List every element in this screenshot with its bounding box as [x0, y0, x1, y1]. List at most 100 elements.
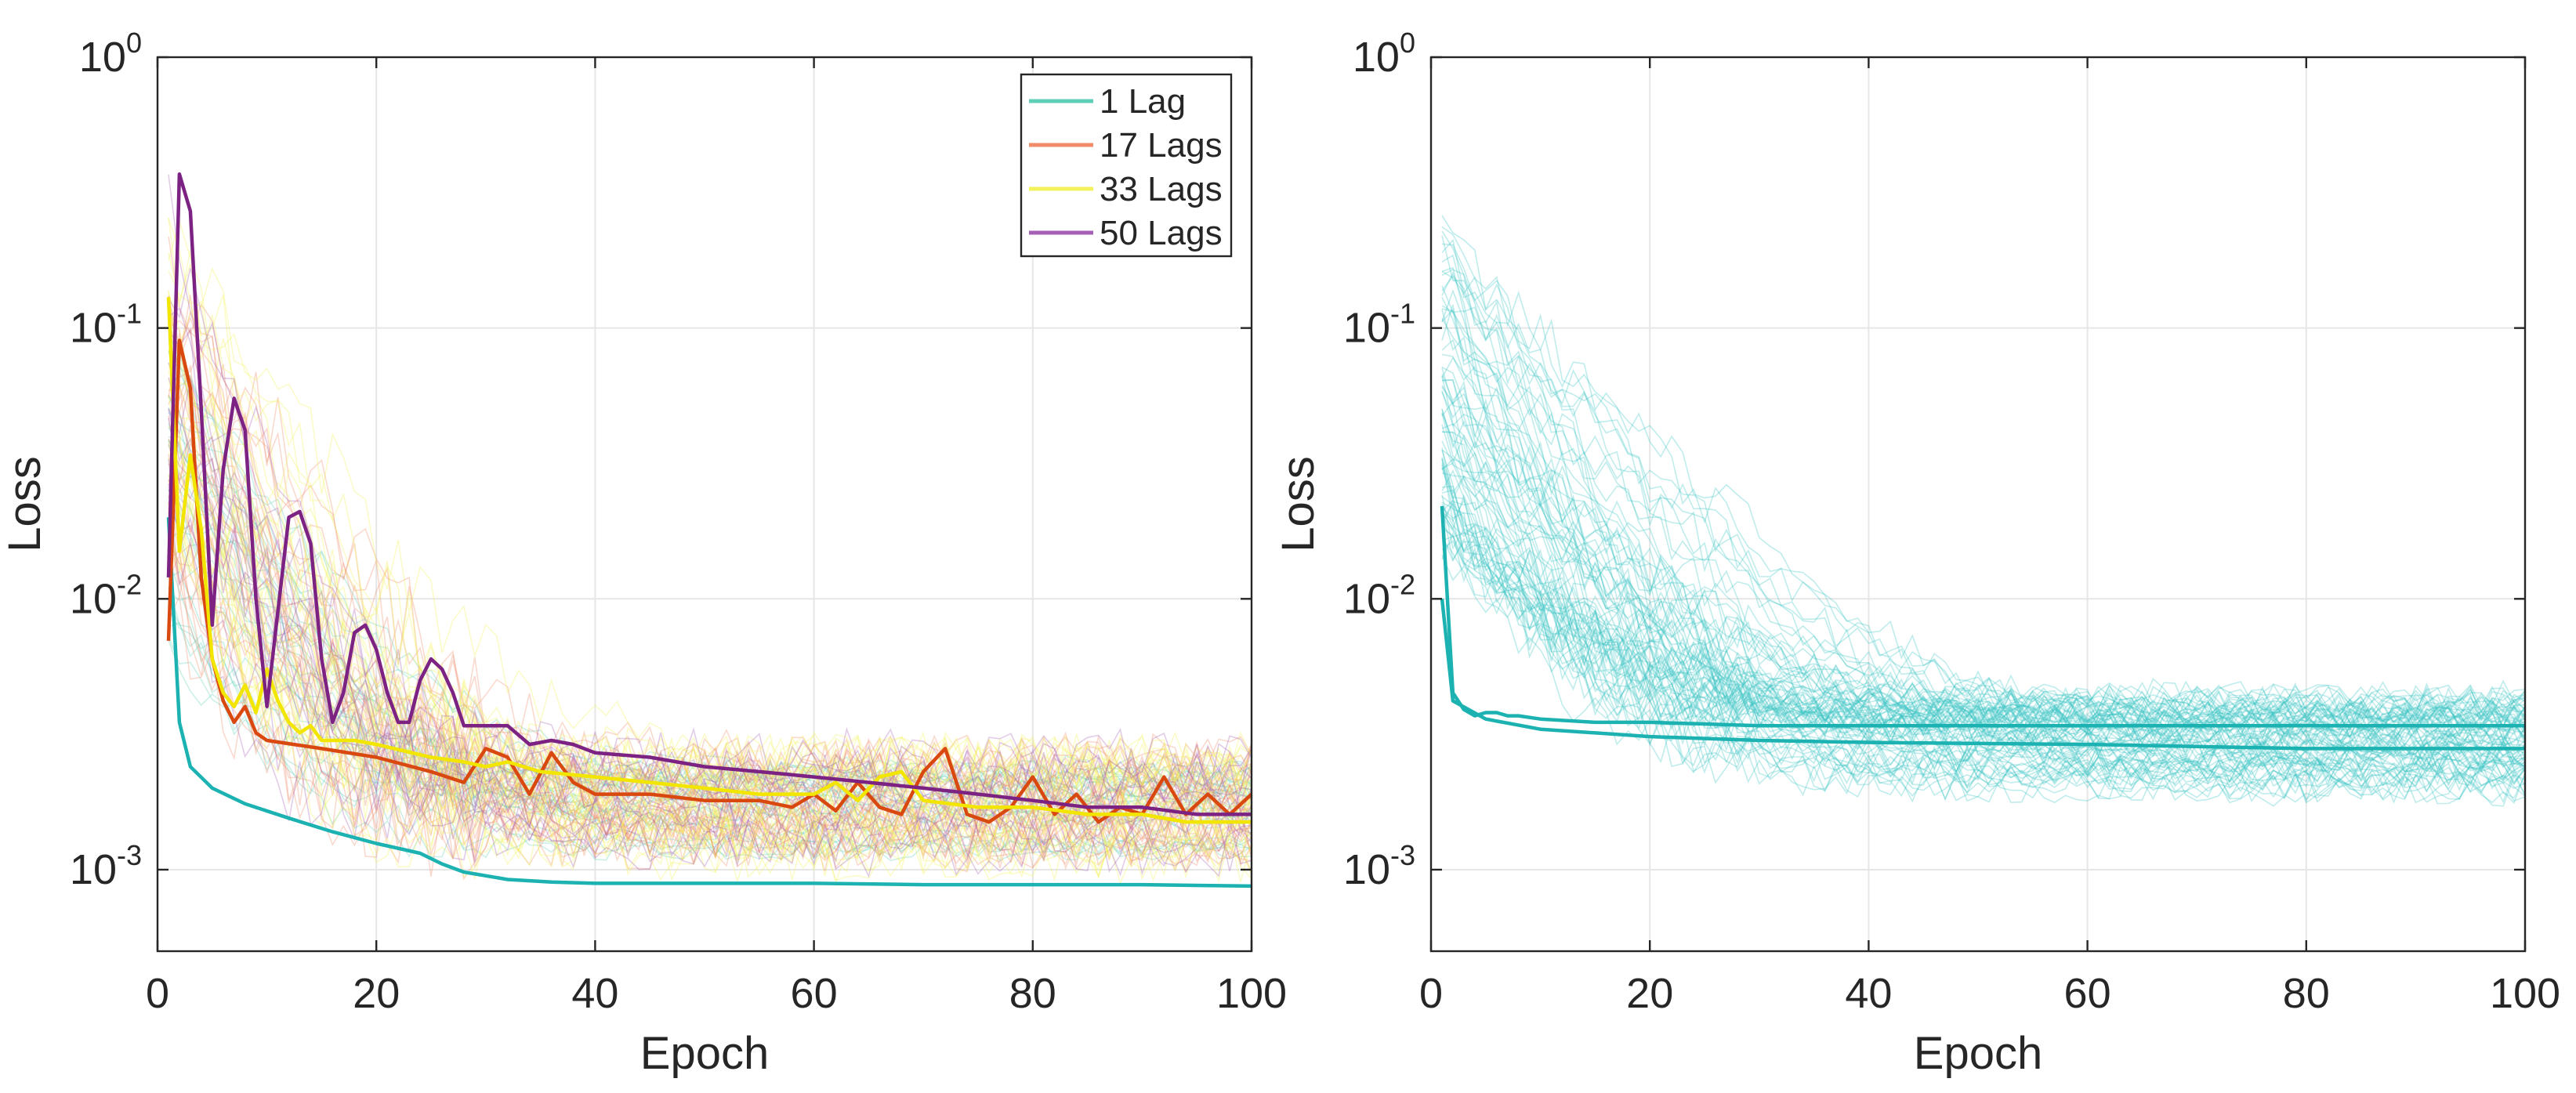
faint-run-line [168, 444, 1252, 799]
x-tick-label: 80 [1009, 970, 1056, 1017]
left-x-axis-title: Epoch [640, 1028, 769, 1079]
faint-run-line [1441, 373, 2526, 789]
faint-run-line [1441, 353, 2526, 773]
series-line-3 [166, 172, 1252, 816]
y-tick-label: 100 [1353, 27, 1415, 81]
faint-run-line [168, 295, 1252, 832]
series-line-0 [166, 517, 1252, 889]
faint-run-line [168, 412, 1252, 855]
faint-run-line [1441, 304, 2526, 765]
faint-run-line [168, 489, 1252, 791]
faint-run-line [168, 479, 1252, 851]
faint-run-line [1441, 535, 2526, 742]
faint-run-line [1441, 308, 2526, 753]
faint-run-line [1441, 540, 2526, 754]
faint-run-line [168, 609, 1252, 786]
faint-run-line [168, 537, 1252, 848]
faint-run-line [1441, 238, 2526, 802]
faint-run-line [168, 423, 1252, 838]
faint-run-line [1441, 472, 2526, 723]
y-tick-label: 10-1 [70, 298, 142, 352]
x-tick-label: 100 [2490, 970, 2560, 1017]
faint-run-line [1441, 494, 2526, 789]
faint-run-line [1441, 511, 2526, 731]
faint-run-line [1441, 235, 2526, 786]
faint-run-line [168, 418, 1252, 841]
faint-run-line [168, 291, 1252, 794]
faint-run-line [1441, 379, 2526, 794]
right-x-tick-labels: 0 20 40 60 80 100 [1419, 970, 2560, 1017]
faint-run-line [168, 268, 1252, 878]
faint-run-line [168, 483, 1252, 845]
faint-run-line [168, 553, 1252, 872]
faint-run-line [168, 466, 1252, 788]
faint-run-line [168, 501, 1252, 861]
faint-run-line [168, 350, 1252, 785]
series-line-1 [1440, 599, 2525, 751]
faint-run-line [1441, 266, 2526, 780]
faint-run-line [168, 295, 1252, 867]
faint-run-line [168, 395, 1252, 799]
faint-run-line [168, 504, 1252, 798]
faint-run-line [168, 306, 1252, 799]
left-x-tick-labels: 0 20 40 60 80 100 [146, 970, 1287, 1017]
faint-run-line [1441, 501, 2526, 804]
x-tick-label: 40 [571, 970, 618, 1017]
right-x-axis-title: Epoch [1914, 1028, 2042, 1079]
faint-run-line [1441, 367, 2526, 747]
faint-run-line [168, 375, 1252, 870]
faint-run-line [168, 529, 1252, 878]
faint-run-line [1441, 462, 2526, 760]
x-tick-label: 0 [1419, 970, 1443, 1017]
faint-run-line [168, 519, 1252, 885]
faint-run-line [168, 299, 1252, 801]
faint-run-line [168, 307, 1252, 865]
faint-run-line [1441, 531, 2526, 718]
faint-run-line [1441, 447, 2526, 745]
faint-run-line [168, 415, 1252, 802]
faint-run-line [1441, 408, 2526, 803]
right-highlight-series [1440, 505, 2525, 751]
faint-run-line [1441, 390, 2526, 754]
faint-run-line [168, 458, 1252, 809]
faint-run-line [168, 219, 1252, 857]
faint-run-line [1441, 449, 2526, 734]
faint-run-line [168, 475, 1252, 858]
faint-run-line [1441, 308, 2526, 733]
faint-run-line [1441, 458, 2526, 720]
x-tick-label: 100 [1216, 970, 1287, 1017]
faint-run-line [168, 502, 1252, 861]
faint-run-line [168, 440, 1252, 874]
legend-entry-33-lags: 33 Lags [1029, 170, 1223, 208]
faint-run-line [1441, 516, 2526, 788]
faint-run-line [168, 332, 1252, 811]
y-tick-label: 100 [79, 27, 142, 81]
faint-run-line [1441, 380, 2526, 784]
faint-run-line [1441, 469, 2526, 791]
faint-run-line [1441, 462, 2526, 740]
faint-run-line [1441, 457, 2526, 755]
faint-run-line [168, 327, 1252, 829]
faint-run-line [168, 436, 1252, 805]
faint-run-line [1441, 288, 2526, 740]
faint-run-line [1441, 501, 2526, 752]
x-tick-label: 80 [2283, 970, 2330, 1017]
left-y-axis-title: Loss [0, 456, 50, 552]
faint-run-line [168, 635, 1252, 820]
y-tick-label: 10-2 [1343, 568, 1415, 622]
faint-run-line [168, 315, 1252, 845]
x-tick-label: 20 [353, 970, 400, 1017]
faint-run-line [1441, 391, 2526, 716]
x-tick-label: 0 [146, 970, 169, 1017]
faint-run-line [168, 409, 1252, 817]
legend-label-1-lag: 1 Lag [1100, 82, 1186, 121]
faint-run-line [168, 362, 1252, 839]
faint-run-line [1441, 537, 2526, 777]
faint-run-line [168, 541, 1252, 861]
faint-run-line [168, 370, 1252, 814]
faint-run-line [168, 295, 1252, 797]
faint-run-line [1441, 226, 2526, 755]
legend-entry-50-lags: 50 Lags [1029, 214, 1223, 252]
